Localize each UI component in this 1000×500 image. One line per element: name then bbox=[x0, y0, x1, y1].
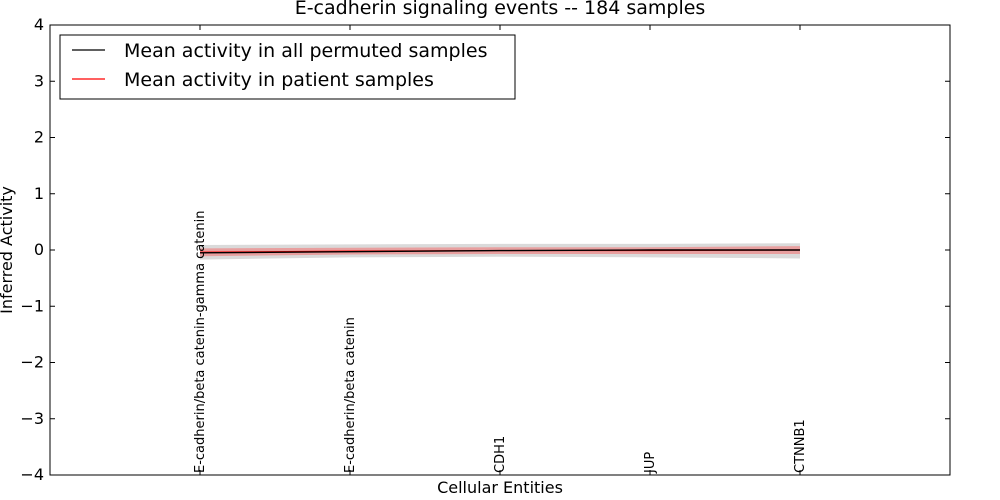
confidence-bands bbox=[200, 243, 800, 260]
y-axis-ticks: 4 3 2 1 0 −1 −2 −3 −4 bbox=[20, 15, 950, 484]
y-tick-label: 4 bbox=[34, 15, 44, 34]
category-label: E-cadherin/beta catenin bbox=[343, 317, 358, 473]
y-tick-label: −2 bbox=[20, 353, 44, 372]
y-tick-label: 3 bbox=[34, 71, 44, 90]
legend-label-patient: Mean activity in patient samples bbox=[124, 69, 434, 91]
y-tick-label: −1 bbox=[20, 296, 44, 315]
y-tick-label: −4 bbox=[20, 465, 44, 484]
category-label: JUP bbox=[643, 452, 658, 474]
legend-label-permuted: Mean activity in all permuted samples bbox=[124, 40, 487, 62]
line-series-0 bbox=[199, 249, 800, 254]
y-tick-label: 0 bbox=[34, 240, 44, 259]
category-label: E-cadherin/beta catenin-gamma catenin bbox=[193, 211, 208, 473]
category-label: CDH1 bbox=[493, 436, 508, 473]
category-labels: E-cadherin/beta catenin-gamma catenin E-c… bbox=[193, 25, 808, 475]
y-tick-label: −3 bbox=[20, 409, 44, 428]
y-tick-label: 2 bbox=[34, 128, 44, 147]
x-axis-label: Cellular Entities bbox=[437, 478, 563, 497]
chart-title: E-cadherin signaling events -- 184 sampl… bbox=[295, 0, 706, 19]
legend: Mean activity in all permuted samples Me… bbox=[59, 34, 516, 100]
legend-box bbox=[59, 34, 516, 100]
y-tick-label: 1 bbox=[34, 184, 44, 203]
series-lines bbox=[199, 249, 801, 254]
category-label: CTNNB1 bbox=[793, 419, 808, 473]
y-axis-label: Inferred Activity bbox=[0, 186, 16, 314]
